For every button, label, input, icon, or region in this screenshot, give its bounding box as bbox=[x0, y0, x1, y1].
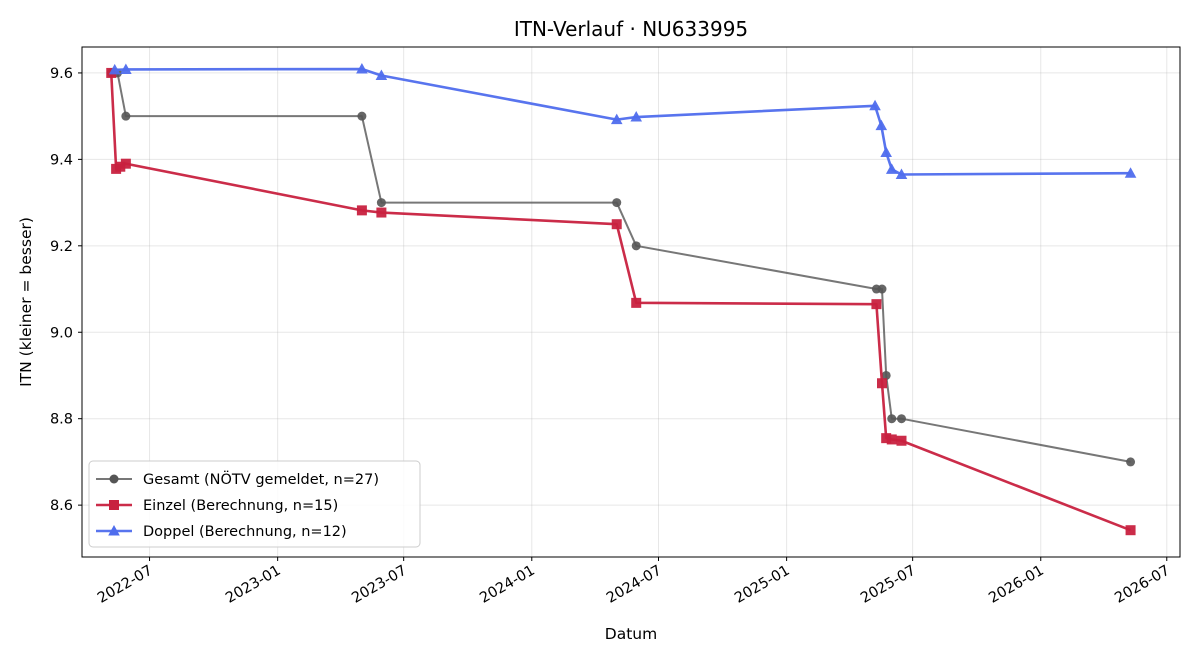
data-point bbox=[887, 414, 897, 424]
legend-marker bbox=[108, 525, 120, 536]
legend-entry: Gesamt (NÖTV gemeldet, n=27) bbox=[96, 470, 379, 488]
data-point bbox=[877, 378, 888, 389]
data-point bbox=[1124, 167, 1137, 178]
y-tick-label: 9.6 bbox=[50, 66, 73, 82]
legend-entries: Gesamt (NÖTV gemeldet, n=27) Einzel (Bere… bbox=[96, 470, 379, 540]
legend-marker bbox=[109, 500, 119, 510]
data-point bbox=[877, 284, 887, 294]
y-tick-label: 9.0 bbox=[50, 325, 73, 341]
chart-title: ITN-Verlauf · NU633995 bbox=[514, 17, 748, 41]
data-point bbox=[885, 163, 898, 174]
y-tick-label: 8.8 bbox=[50, 412, 73, 428]
legend-entry: Doppel (Berechnung, n=12) bbox=[96, 524, 347, 540]
data-point bbox=[881, 433, 892, 444]
y-tick-label: 9.2 bbox=[50, 239, 73, 255]
legend-box bbox=[88, 460, 421, 548]
series-line bbox=[114, 67, 1131, 176]
plot-frame bbox=[81, 46, 1181, 558]
y-axis-label: ITN (kleiner = besser) bbox=[17, 217, 35, 387]
data-point bbox=[895, 168, 908, 179]
data-point bbox=[886, 434, 897, 445]
x-tick-label: 2025-07 bbox=[858, 563, 918, 607]
data-point bbox=[120, 63, 132, 74]
x-tick-label: 2026-01 bbox=[986, 563, 1046, 607]
legend-entry: Einzel (Berechnung, n=15) bbox=[96, 498, 338, 514]
data-point bbox=[357, 111, 367, 121]
x-tick-label: 2026-07 bbox=[1112, 563, 1172, 607]
data-point bbox=[875, 119, 888, 131]
data-point bbox=[1126, 457, 1136, 467]
x-tick-label: 2024-07 bbox=[604, 563, 664, 607]
x-axis-label: Datum bbox=[605, 625, 657, 643]
data-point bbox=[120, 158, 131, 169]
data-point bbox=[880, 146, 892, 157]
data-point bbox=[376, 198, 386, 208]
data-point bbox=[871, 299, 882, 310]
data-point bbox=[115, 161, 126, 172]
y-tick-label: 9.4 bbox=[50, 152, 73, 168]
x-tick-label: 2023-01 bbox=[223, 563, 283, 607]
data-point bbox=[356, 205, 367, 216]
data-point bbox=[612, 198, 622, 208]
legend-label: Doppel (Berechnung, n=12) bbox=[143, 524, 347, 540]
x-tick-label: 2023-07 bbox=[349, 563, 409, 607]
data-point bbox=[631, 241, 641, 251]
series-layer bbox=[106, 63, 1137, 536]
data-point bbox=[610, 113, 623, 125]
data-point bbox=[896, 414, 906, 424]
legend-marker bbox=[109, 474, 119, 484]
y-tick-label: 8.6 bbox=[50, 498, 73, 514]
data-point bbox=[896, 435, 907, 446]
x-tick-label: 2022-07 bbox=[95, 563, 155, 607]
series-line bbox=[111, 71, 1131, 463]
data-point bbox=[108, 63, 121, 75]
data-point bbox=[881, 370, 891, 380]
data-point bbox=[376, 207, 387, 218]
series-circle bbox=[106, 68, 1136, 467]
legend-label: Gesamt (NÖTV gemeldet, n=27) bbox=[143, 470, 379, 488]
data-point bbox=[375, 69, 388, 81]
grid-layer bbox=[82, 47, 1180, 557]
data-point bbox=[630, 111, 643, 122]
legend: Gesamt (NÖTV gemeldet, n=27) Einzel (Bere… bbox=[88, 460, 421, 548]
data-point bbox=[869, 99, 881, 111]
series-triangle bbox=[108, 63, 1137, 179]
x-tick-label: 2024-01 bbox=[477, 563, 537, 607]
data-point bbox=[631, 297, 642, 308]
x-tick-label: 2025-01 bbox=[732, 563, 792, 607]
data-point bbox=[356, 63, 368, 74]
legend-label: Einzel (Berechnung, n=15) bbox=[143, 498, 338, 514]
data-point bbox=[1125, 525, 1136, 536]
data-point bbox=[611, 219, 622, 230]
data-point bbox=[121, 111, 131, 121]
